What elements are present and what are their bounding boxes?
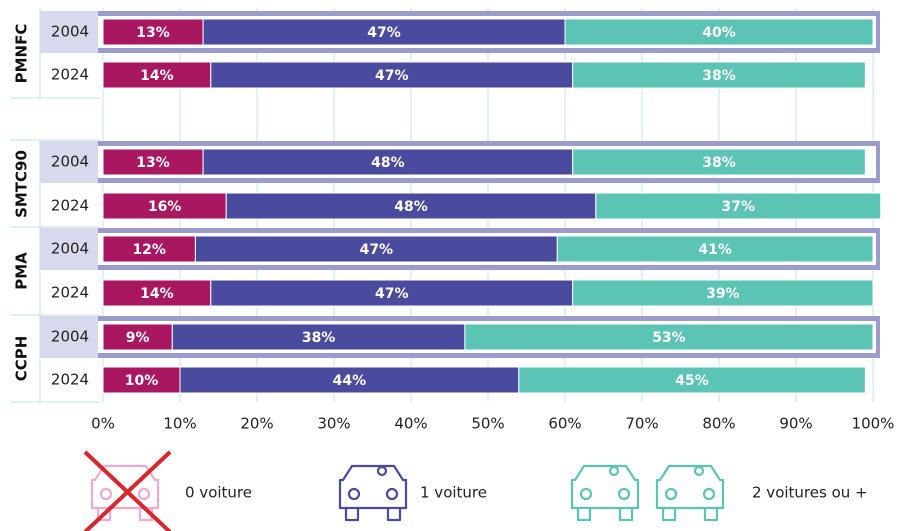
x-tick-label: 0%	[91, 415, 115, 433]
value-label: 38%	[702, 155, 736, 171]
x-tick-label: 100%	[852, 415, 895, 433]
year-label: 2024	[51, 197, 89, 215]
bar-segment	[556, 235, 874, 263]
bar-segment	[171, 323, 466, 351]
value-label: 45%	[675, 373, 709, 389]
year-box	[40, 316, 98, 358]
bar-segment	[194, 235, 558, 263]
value-label: 12%	[132, 242, 166, 258]
group-label: SMTC90	[13, 150, 31, 218]
bar-segment	[572, 61, 866, 89]
x-tick-label: 20%	[240, 415, 273, 433]
bar-segment	[225, 192, 597, 220]
legend-label: 1 voiture	[420, 484, 487, 502]
value-label: 13%	[136, 155, 170, 171]
value-label: 47%	[360, 242, 394, 258]
bar-segment	[572, 148, 866, 176]
year-box	[40, 141, 98, 183]
bar-segment	[102, 148, 204, 176]
bar-segment	[210, 279, 574, 307]
value-label: 39%	[706, 286, 740, 302]
x-tick-label: 70%	[625, 415, 658, 433]
legend-icons	[83, 450, 725, 531]
value-label: 14%	[140, 68, 174, 84]
value-label: 10%	[125, 373, 159, 389]
bar-segment	[518, 366, 866, 394]
value-label: 53%	[652, 330, 686, 346]
value-label: 47%	[367, 25, 401, 41]
value-label: 40%	[702, 25, 736, 41]
year-label: 2024	[51, 371, 89, 389]
x-tick-label: 40%	[394, 415, 427, 433]
value-label: 47%	[375, 68, 409, 84]
value-label: 48%	[394, 199, 428, 215]
value-label: 44%	[333, 373, 367, 389]
bar-segment	[102, 323, 173, 351]
legend-label: 2 voitures ou +	[752, 484, 868, 502]
x-tick-label: 80%	[702, 415, 735, 433]
year-label: 2024	[51, 66, 89, 84]
year-label: 2004	[51, 328, 89, 346]
year-label: 2004	[51, 240, 89, 258]
year-label: 2004	[51, 23, 89, 41]
group-label: PMNFC	[13, 24, 31, 84]
bar-segment	[202, 148, 574, 176]
value-label: 48%	[371, 155, 405, 171]
value-label: 14%	[140, 286, 174, 302]
bar-segment	[464, 323, 874, 351]
legend-label: 0 voiture	[185, 484, 252, 502]
value-label: 13%	[136, 25, 170, 41]
year-label: 2024	[51, 284, 89, 302]
value-label: 38%	[302, 330, 336, 346]
year-box	[40, 228, 98, 270]
value-label: 47%	[375, 286, 409, 302]
group-label: PMA	[13, 252, 31, 290]
x-tick-label: 50%	[471, 415, 504, 433]
bar-segment	[102, 61, 212, 89]
x-tick-label: 60%	[548, 415, 581, 433]
bar-segment	[179, 366, 520, 394]
bar-segment	[595, 192, 882, 220]
year-box	[40, 11, 98, 53]
x-tick-label: 10%	[163, 415, 196, 433]
year-label: 2004	[51, 153, 89, 171]
value-label: 37%	[721, 199, 755, 215]
value-label: 16%	[148, 199, 182, 215]
bar-segment	[210, 61, 574, 89]
value-label: 9%	[126, 330, 150, 346]
value-label: 41%	[698, 242, 732, 258]
x-tick-label: 90%	[779, 415, 812, 433]
bar-segment	[102, 192, 227, 220]
x-tick-label: 30%	[317, 415, 350, 433]
value-label: 38%	[702, 68, 736, 84]
group-label: CCPH	[13, 336, 31, 382]
bar-segment	[572, 279, 874, 307]
bar-segment	[564, 18, 874, 46]
